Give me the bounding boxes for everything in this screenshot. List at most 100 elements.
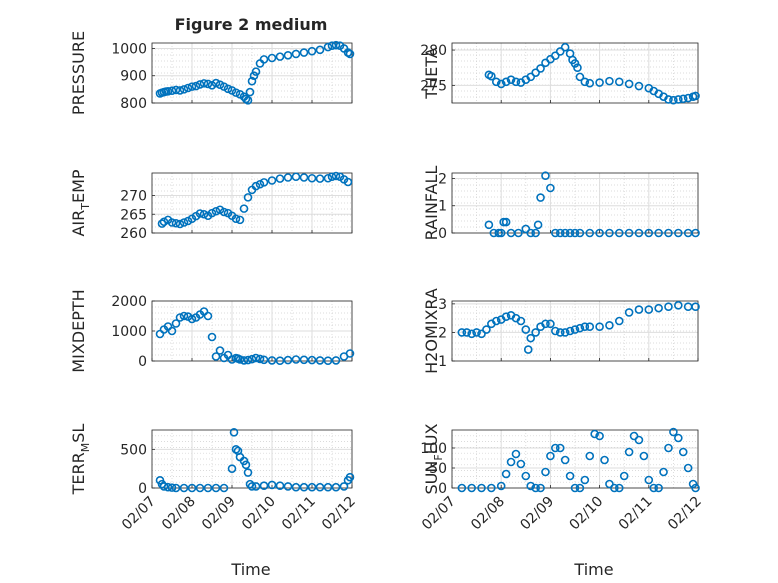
data-point — [283, 482, 293, 491]
data-point — [541, 467, 550, 477]
y-tick-label: 0 — [138, 354, 147, 370]
data-point — [245, 87, 255, 97]
data-point — [614, 483, 624, 493]
data-point — [595, 228, 604, 238]
data-point — [496, 79, 506, 89]
data-point — [634, 305, 644, 314]
data-point — [195, 80, 205, 89]
data-point — [345, 472, 355, 482]
data-point — [551, 228, 560, 238]
data-point — [634, 81, 644, 91]
data-point — [678, 94, 688, 104]
data-point — [247, 354, 257, 364]
data-point — [595, 431, 604, 441]
data-point — [163, 86, 173, 96]
y-tick-label: 900 — [120, 69, 147, 85]
data-point — [664, 95, 673, 104]
figure-title: Figure 2 medium — [175, 15, 328, 34]
data-point — [600, 455, 609, 465]
data-point — [339, 482, 349, 491]
x-tick-label: 02/09 — [199, 494, 239, 534]
y-axis-label: AIRTEMP — [69, 169, 92, 236]
x-tick-label: 02/10 — [239, 494, 279, 534]
data-point — [195, 483, 205, 493]
axes-box — [451, 172, 699, 234]
data-point — [275, 481, 285, 490]
data-point — [573, 63, 582, 73]
y-tick-label: 0 — [438, 481, 447, 497]
data-point — [691, 91, 700, 101]
data-point — [243, 468, 253, 477]
data-point — [203, 311, 213, 321]
data-point — [345, 49, 355, 59]
subplot-terr-msl: 0 500 02/07 02/08 02/09 02/10 02/11 02/12 TERRMS… — [69, 424, 359, 534]
data-point — [235, 215, 245, 225]
data-point — [247, 76, 257, 86]
data-point — [179, 85, 189, 94]
data-point — [323, 42, 333, 52]
data-point — [223, 84, 233, 94]
data-point — [669, 95, 678, 105]
data-point — [614, 77, 624, 87]
data-point — [175, 219, 185, 229]
data-point — [251, 181, 261, 191]
data-point — [267, 176, 277, 185]
data-point — [467, 329, 476, 339]
data-point — [327, 172, 337, 182]
data-point — [541, 319, 550, 329]
data-point — [299, 355, 309, 365]
data-point — [546, 183, 555, 193]
y-tick-label: 270 — [120, 189, 147, 205]
data-point — [639, 451, 649, 461]
data-point — [644, 305, 654, 314]
data-point — [605, 228, 614, 238]
data-point — [531, 228, 540, 238]
data-point — [570, 228, 580, 238]
data-point — [614, 316, 624, 326]
data-point — [467, 483, 476, 493]
data-point — [275, 174, 285, 183]
y-tick-label: 2 — [438, 325, 447, 341]
data-point — [674, 300, 683, 310]
data-point — [521, 471, 531, 481]
data-point — [575, 228, 585, 238]
data-point — [526, 228, 536, 238]
data-point — [649, 483, 659, 493]
data-point — [259, 481, 269, 490]
data-point — [275, 52, 285, 61]
data-point — [624, 79, 634, 89]
data-point — [683, 463, 693, 473]
data-point — [484, 220, 494, 230]
data-point — [299, 173, 309, 182]
data-point — [634, 228, 644, 238]
data-point — [585, 228, 595, 238]
x-axis-label-right: Time — [573, 560, 613, 579]
data-point — [472, 328, 481, 337]
data-point — [199, 209, 209, 219]
data-point — [243, 355, 253, 365]
data-point — [255, 354, 265, 364]
data-point — [243, 193, 253, 202]
y-tick-label: 1 — [438, 199, 447, 215]
data-point — [283, 50, 293, 60]
data-point — [511, 449, 521, 459]
data-point — [580, 77, 590, 87]
data-point — [487, 71, 496, 81]
data-point — [239, 356, 249, 365]
data-point — [171, 319, 181, 328]
data-point — [179, 311, 189, 321]
data-point — [307, 173, 317, 183]
data-point — [462, 328, 472, 337]
data-point — [575, 483, 585, 493]
data-point — [619, 471, 629, 481]
data-point — [457, 328, 467, 337]
axes-box — [451, 300, 699, 362]
data-point — [506, 75, 516, 85]
data-point — [195, 209, 205, 218]
data-point — [555, 228, 565, 238]
data-point — [249, 71, 259, 81]
x-tick-label: 02/08 — [159, 494, 199, 534]
data-point — [247, 482, 257, 491]
